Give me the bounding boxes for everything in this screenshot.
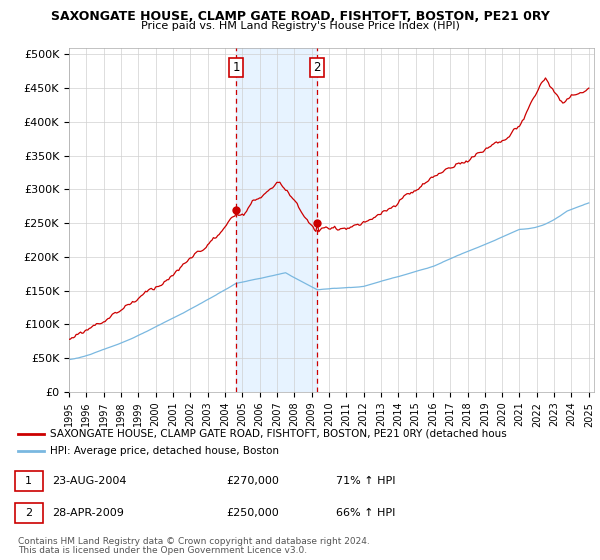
FancyBboxPatch shape [15,503,43,523]
Text: SAXONGATE HOUSE, CLAMP GATE ROAD, FISHTOFT, BOSTON, PE21 0RY: SAXONGATE HOUSE, CLAMP GATE ROAD, FISHTO… [50,10,550,23]
Text: £270,000: £270,000 [226,476,279,486]
Text: This data is licensed under the Open Government Licence v3.0.: This data is licensed under the Open Gov… [18,545,307,555]
Text: 2: 2 [313,62,321,74]
FancyBboxPatch shape [15,470,43,491]
Text: HPI: Average price, detached house, Boston: HPI: Average price, detached house, Bost… [50,446,278,456]
Text: Price paid vs. HM Land Registry's House Price Index (HPI): Price paid vs. HM Land Registry's House … [140,21,460,31]
Text: £250,000: £250,000 [226,508,279,518]
Text: 28-APR-2009: 28-APR-2009 [53,508,124,518]
Text: SAXONGATE HOUSE, CLAMP GATE ROAD, FISHTOFT, BOSTON, PE21 0RY (detached hous: SAXONGATE HOUSE, CLAMP GATE ROAD, FISHTO… [50,429,506,439]
Text: 66% ↑ HPI: 66% ↑ HPI [336,508,395,518]
Text: 2: 2 [25,508,32,518]
Text: 1: 1 [232,62,240,74]
Text: 1: 1 [25,476,32,486]
Text: 23-AUG-2004: 23-AUG-2004 [53,476,127,486]
Bar [236,48,317,392]
Text: 71% ↑ HPI: 71% ↑ HPI [336,476,396,486]
Text: Contains HM Land Registry data © Crown copyright and database right 2024.: Contains HM Land Registry data © Crown c… [18,538,370,547]
